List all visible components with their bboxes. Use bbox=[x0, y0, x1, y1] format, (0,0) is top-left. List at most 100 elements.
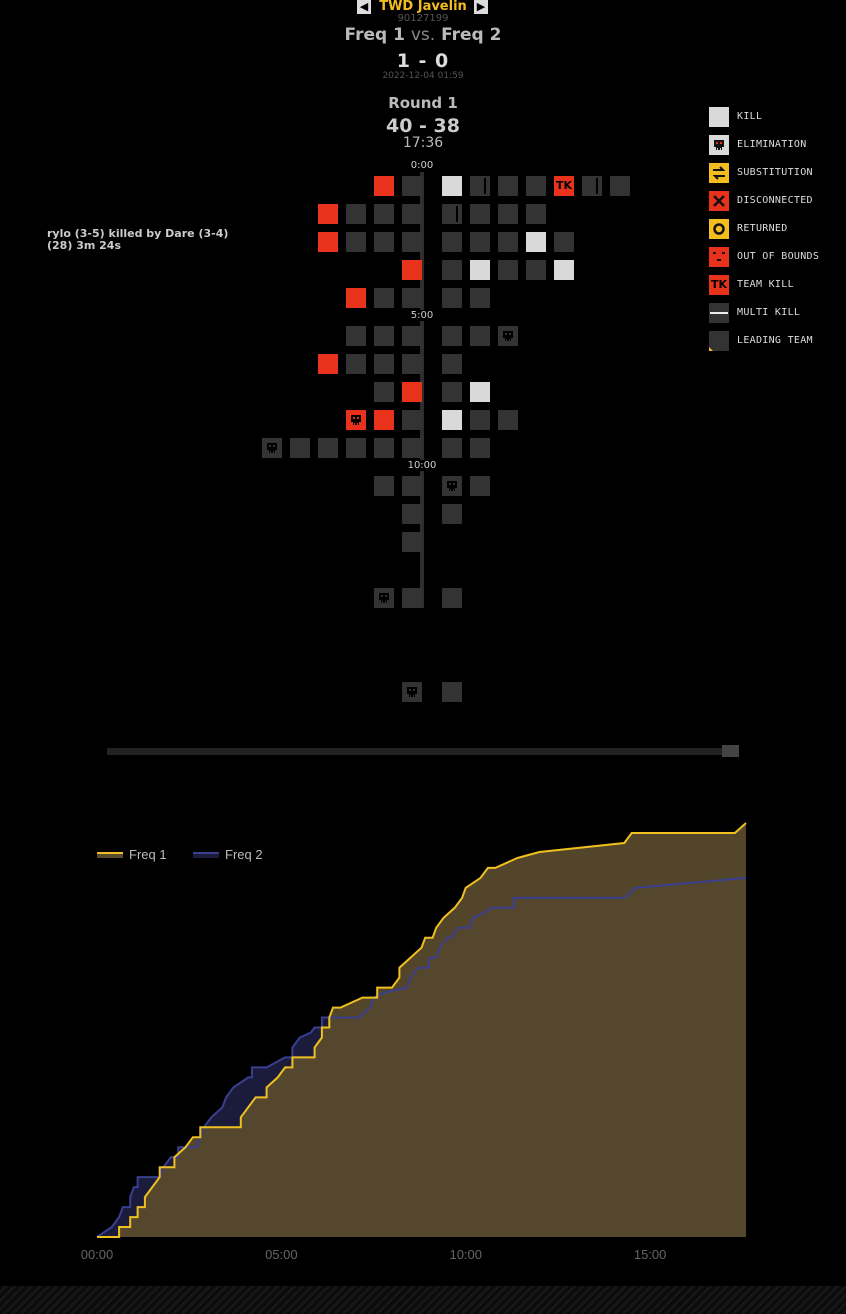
player-slot[interactable] bbox=[442, 326, 462, 346]
elimination-event[interactable] bbox=[346, 410, 366, 430]
player-slot[interactable] bbox=[374, 288, 394, 308]
team-kill-event[interactable]: TK bbox=[554, 176, 574, 196]
kill-event[interactable] bbox=[526, 232, 546, 252]
round-score: 40 - 38 bbox=[386, 115, 460, 137]
freq2-line bbox=[96, 876, 747, 1238]
player-slot[interactable] bbox=[526, 204, 546, 224]
death-event[interactable] bbox=[402, 260, 422, 280]
player-slot[interactable] bbox=[526, 176, 546, 196]
player-slot[interactable] bbox=[318, 438, 338, 458]
player-slot[interactable] bbox=[442, 588, 462, 608]
player-slot[interactable] bbox=[346, 438, 366, 458]
death-event[interactable] bbox=[346, 288, 366, 308]
player-slot[interactable] bbox=[498, 204, 518, 224]
player-slot[interactable] bbox=[498, 260, 518, 280]
footer-band bbox=[0, 1286, 846, 1314]
elimination-event[interactable] bbox=[374, 588, 394, 608]
player-slot[interactable] bbox=[402, 354, 422, 374]
legend-substitution-label: SUBSTITUTION bbox=[737, 167, 813, 178]
player-slot[interactable] bbox=[442, 288, 462, 308]
legend-leading-team-label: LEADING TEAM bbox=[737, 335, 813, 346]
kill-event[interactable] bbox=[442, 410, 462, 430]
elimination-icon bbox=[709, 135, 729, 155]
player-slot[interactable] bbox=[442, 382, 462, 402]
death-event[interactable] bbox=[318, 354, 338, 374]
player-slot[interactable] bbox=[374, 382, 394, 402]
death-event[interactable] bbox=[374, 410, 394, 430]
player-slot[interactable] bbox=[402, 288, 422, 308]
player-slot[interactable] bbox=[402, 326, 422, 346]
player-slot[interactable] bbox=[374, 476, 394, 496]
player-slot[interactable] bbox=[582, 176, 602, 196]
death-event[interactable] bbox=[374, 176, 394, 196]
player-slot[interactable] bbox=[402, 204, 422, 224]
player-slot[interactable] bbox=[526, 260, 546, 280]
player-slot[interactable] bbox=[402, 476, 422, 496]
player-slot[interactable] bbox=[374, 438, 394, 458]
player-slot[interactable] bbox=[470, 204, 490, 224]
kill-event[interactable] bbox=[442, 176, 462, 196]
previous-match-icon[interactable]: ◀ bbox=[357, 0, 371, 14]
player-slot[interactable] bbox=[346, 354, 366, 374]
kill-event[interactable] bbox=[554, 260, 574, 280]
match-id: 90127199 bbox=[397, 13, 449, 24]
player-slot[interactable] bbox=[610, 176, 630, 196]
player-slot[interactable] bbox=[346, 232, 366, 252]
player-slot[interactable] bbox=[374, 354, 394, 374]
elimination-event[interactable] bbox=[498, 326, 518, 346]
next-match-icon[interactable]: ▶ bbox=[474, 0, 488, 14]
player-slot[interactable] bbox=[442, 232, 462, 252]
player-slot[interactable] bbox=[402, 588, 422, 608]
legend-leading-team: LEADING TEAM bbox=[709, 331, 839, 351]
player-slot[interactable] bbox=[498, 232, 518, 252]
player-slot[interactable] bbox=[402, 232, 422, 252]
player-slot[interactable] bbox=[498, 410, 518, 430]
player-slot[interactable] bbox=[442, 438, 462, 458]
round-duration: 17:36 bbox=[402, 135, 444, 151]
legend-disconnected: DISCONNECTED bbox=[709, 191, 839, 211]
player-slot[interactable] bbox=[402, 438, 422, 458]
player-slot[interactable] bbox=[290, 438, 310, 458]
player-slot[interactable] bbox=[470, 438, 490, 458]
death-event[interactable] bbox=[402, 382, 422, 402]
kill-timeline: 0:00 5:00 10:00 rylo (3-5) killed by Dar… bbox=[47, 160, 630, 702]
teams-title: Freq 1 vs. Freq 2 bbox=[0, 25, 846, 45]
x-tick-label: 10:00 bbox=[449, 1247, 482, 1262]
player-slot[interactable] bbox=[374, 326, 394, 346]
player-slot[interactable] bbox=[374, 232, 394, 252]
player-slot[interactable] bbox=[346, 326, 366, 346]
league-title[interactable]: TWD Javelin bbox=[379, 0, 467, 14]
kill-event[interactable] bbox=[470, 382, 490, 402]
player-slot[interactable] bbox=[442, 354, 462, 374]
player-slot[interactable] bbox=[402, 532, 422, 552]
player-slot[interactable] bbox=[470, 476, 490, 496]
player-slot[interactable] bbox=[498, 176, 518, 196]
player-slot[interactable] bbox=[374, 204, 394, 224]
player-slot[interactable] bbox=[442, 682, 462, 702]
timeline-scrubber-handle[interactable] bbox=[722, 745, 739, 757]
elimination-event[interactable] bbox=[262, 438, 282, 458]
player-slot[interactable] bbox=[442, 204, 462, 224]
timeline-scrubber-track[interactable] bbox=[107, 748, 739, 755]
substitution-icon bbox=[709, 163, 729, 183]
player-slot[interactable] bbox=[470, 326, 490, 346]
legend-substitution: SUBSTITUTION bbox=[709, 163, 839, 183]
player-slot[interactable] bbox=[442, 260, 462, 280]
player-slot[interactable] bbox=[402, 410, 422, 430]
death-event[interactable] bbox=[318, 204, 338, 224]
player-slot[interactable] bbox=[554, 232, 574, 252]
player-slot[interactable] bbox=[470, 176, 490, 196]
elimination-event[interactable] bbox=[442, 476, 462, 496]
player-slot[interactable] bbox=[470, 288, 490, 308]
elimination-event[interactable] bbox=[402, 682, 422, 702]
player-slot[interactable] bbox=[402, 504, 422, 524]
death-event[interactable] bbox=[318, 232, 338, 252]
player-slot[interactable] bbox=[470, 232, 490, 252]
player-slot[interactable] bbox=[442, 504, 462, 524]
player-slot[interactable] bbox=[402, 176, 422, 196]
kill-event[interactable] bbox=[470, 260, 490, 280]
legend-out-of-bounds-label: OUT OF BOUNDS bbox=[737, 251, 820, 262]
player-slot[interactable] bbox=[470, 410, 490, 430]
player-slot[interactable] bbox=[346, 204, 366, 224]
freq1-line bbox=[97, 822, 747, 1238]
